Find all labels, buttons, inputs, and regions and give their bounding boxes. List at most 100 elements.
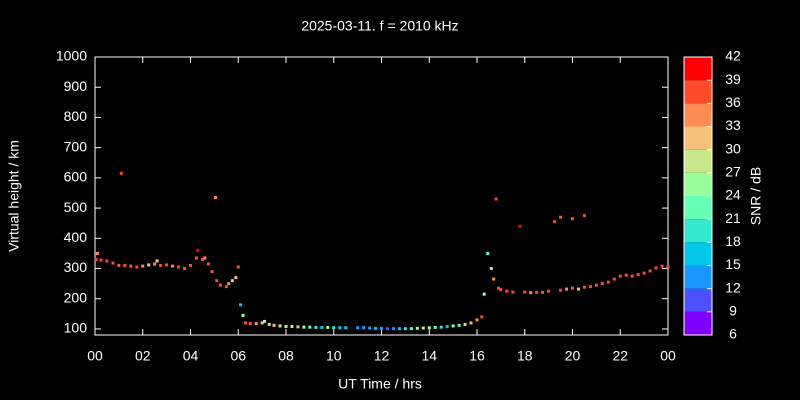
point: [636, 273, 640, 277]
point: [206, 262, 210, 266]
point: [314, 325, 318, 329]
point: [445, 325, 449, 329]
point: [284, 325, 288, 329]
point: [618, 274, 622, 278]
point: [153, 262, 157, 266]
x-tick-label: 04: [183, 348, 199, 364]
point: [559, 288, 563, 292]
point: [463, 322, 467, 326]
point: [241, 313, 245, 317]
x-tick-label: 02: [135, 348, 151, 364]
point: [248, 322, 252, 326]
point: [571, 217, 574, 221]
x-tick-label: 14: [421, 348, 437, 364]
point: [243, 321, 247, 325]
point: [99, 258, 103, 262]
x-tick-label: 10: [326, 348, 342, 364]
x-tick-label: 12: [374, 348, 390, 364]
point: [123, 264, 127, 267]
point: [278, 324, 282, 328]
colorbar-swatch: [684, 57, 712, 81]
point: [439, 325, 443, 329]
point: [135, 265, 139, 269]
point: [129, 264, 133, 268]
colorbar-swatch: [684, 311, 712, 335]
y-tick-label: 400: [64, 229, 88, 245]
point: [94, 257, 98, 261]
point: [302, 325, 306, 329]
colorbar-tick-label: 42: [725, 48, 741, 64]
point: [518, 224, 522, 228]
point: [141, 264, 145, 268]
y-tick-label: 500: [64, 199, 88, 215]
point: [559, 215, 563, 219]
colorbar-tick-label: 6: [729, 326, 737, 342]
point: [409, 327, 413, 331]
point: [200, 257, 204, 261]
point: [582, 285, 586, 289]
x-tick-label: 18: [517, 348, 533, 364]
point: [492, 277, 496, 281]
point: [239, 303, 243, 307]
point: [147, 263, 151, 267]
point: [119, 171, 123, 175]
point: [230, 279, 234, 283]
point: [451, 324, 455, 328]
point: [218, 283, 222, 287]
colorbar-swatch: [684, 288, 712, 312]
point: [385, 327, 389, 331]
point: [362, 326, 366, 330]
point: [290, 325, 294, 329]
point: [648, 269, 652, 273]
x-tick-label: 22: [612, 348, 628, 364]
point: [553, 220, 557, 224]
point: [529, 291, 533, 295]
point: [272, 323, 276, 327]
point: [606, 280, 610, 284]
y-tick-label: 300: [64, 259, 88, 275]
point: [210, 270, 214, 274]
point: [403, 327, 407, 331]
point: [523, 290, 527, 294]
colorbar-swatch: [684, 196, 712, 220]
colorbar-swatch: [684, 219, 712, 243]
point: [624, 273, 628, 277]
point: [155, 259, 159, 263]
y-axis-label: Virtual height / km: [6, 140, 22, 252]
point: [171, 264, 175, 268]
point: [267, 322, 271, 326]
point: [368, 326, 372, 330]
colorbar-tick-label: 24: [725, 187, 741, 203]
point: [576, 287, 580, 291]
colorbar-tick-label: 39: [725, 71, 741, 87]
point: [332, 326, 336, 330]
point: [189, 264, 192, 267]
point: [480, 315, 484, 319]
point: [215, 279, 219, 283]
point: [320, 325, 324, 329]
point: [356, 326, 360, 330]
point: [547, 289, 551, 293]
colorbar-swatch: [684, 103, 712, 127]
point: [177, 265, 181, 269]
point: [296, 325, 300, 329]
y-tick-label: 900: [64, 78, 88, 94]
point: [541, 290, 545, 294]
point: [374, 326, 378, 330]
point: [666, 265, 670, 269]
y-tick-label: 200: [64, 289, 88, 305]
point: [457, 323, 461, 327]
point: [588, 285, 592, 289]
point: [654, 266, 658, 270]
point: [196, 248, 200, 252]
point: [486, 251, 490, 255]
y-tick-label: 600: [64, 169, 88, 185]
point: [260, 321, 264, 325]
point: [203, 256, 207, 260]
colorbar-swatch: [684, 172, 712, 196]
point: [344, 326, 348, 330]
point: [326, 325, 330, 329]
x-axis-label: UT Time / hrs: [338, 376, 422, 392]
x-tick-label: 06: [230, 348, 246, 364]
